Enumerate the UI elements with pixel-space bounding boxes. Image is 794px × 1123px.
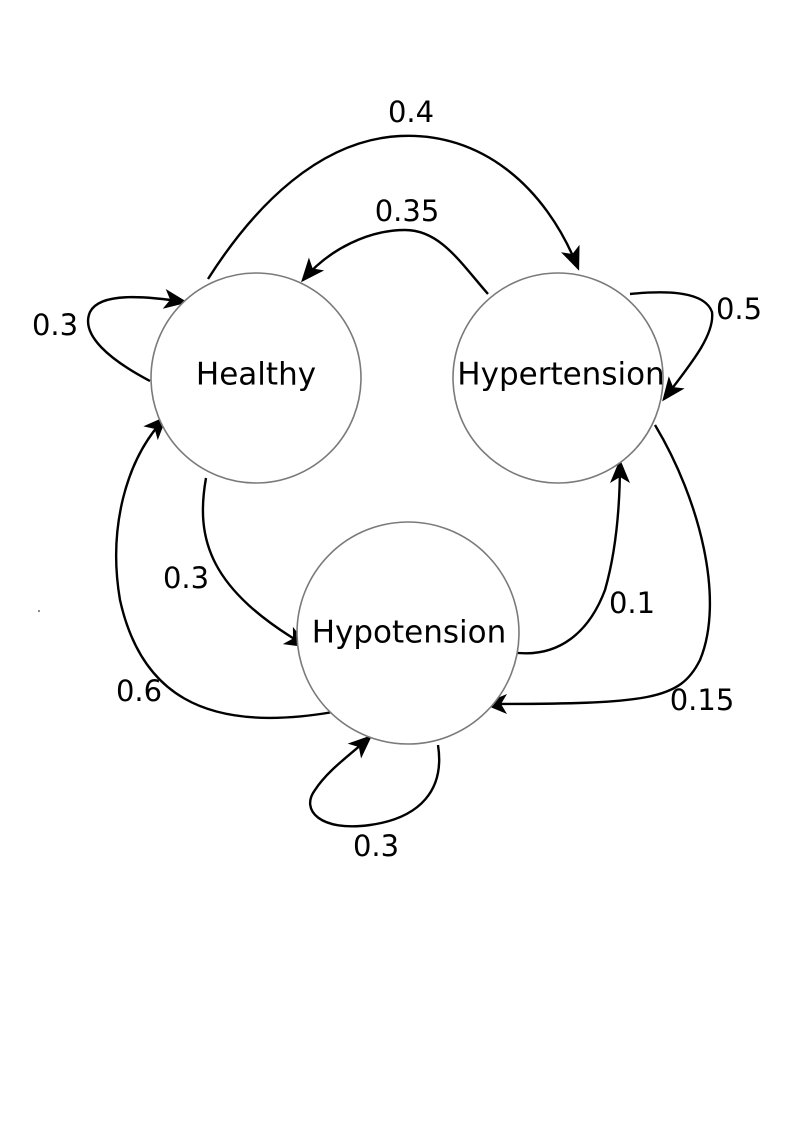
label-healthy-to-hypotension: 0.3 bbox=[163, 561, 209, 595]
edge-healthy-to-hypertension bbox=[206, 134, 580, 280]
label-hypertension-to-hypotension: 0.15 bbox=[670, 683, 735, 717]
edge-hypotension-to-hypertension bbox=[509, 459, 630, 655]
label-hypertension-to-healthy: 0.35 bbox=[375, 194, 440, 228]
state-hypertension: Hypertension bbox=[452, 272, 665, 484]
edge-hypotension-to-healthy bbox=[115, 415, 334, 720]
edge-hypertension-to-hypotension bbox=[483, 424, 712, 714]
edge-healthy-to-hypotension bbox=[201, 477, 309, 648]
label-healthy-to-hypertension: 0.4 bbox=[388, 95, 434, 129]
state-hypotension-circle bbox=[296, 521, 520, 745]
label-hypotension-to-healthy: 0.6 bbox=[116, 674, 162, 708]
state-hypotension-label: Hypotension bbox=[312, 615, 507, 651]
edge-healthy-to-healthy bbox=[87, 288, 188, 383]
edge-hypertension-to-hypertension bbox=[629, 291, 714, 402]
state-healthy-label: Healthy bbox=[196, 357, 316, 393]
label-hypotension-to-hypertension: 0.1 bbox=[609, 586, 655, 620]
edge-hypertension-to-healthy bbox=[301, 228, 489, 295]
state-hypertension-circle bbox=[452, 272, 664, 484]
stray-dot bbox=[38, 610, 40, 612]
state-hypotension: Hypotension bbox=[296, 521, 520, 745]
label-hypertension-to-hypertension: 0.5 bbox=[716, 292, 762, 326]
state-hypertension-label: Hypertension bbox=[457, 357, 664, 393]
label-hypotension-to-hypotension: 0.3 bbox=[353, 829, 399, 863]
state-healthy-circle bbox=[150, 272, 362, 484]
label-healthy-to-healthy: 0.3 bbox=[32, 308, 78, 342]
edge-hypotension-to-hypotension bbox=[309, 734, 441, 828]
state-healthy: Healthy bbox=[150, 272, 362, 484]
